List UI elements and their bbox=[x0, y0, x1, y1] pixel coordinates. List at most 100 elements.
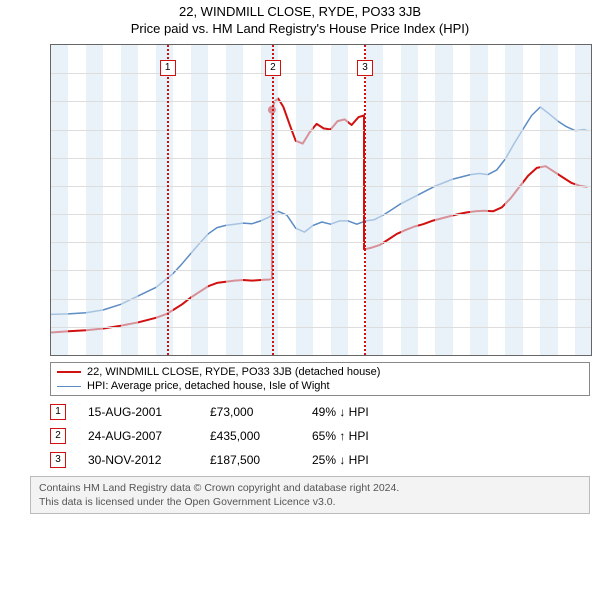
year-band bbox=[331, 45, 348, 355]
x-tick-label: 2017 bbox=[435, 355, 449, 356]
footer-line1: Contains HM Land Registry data © Crown c… bbox=[39, 481, 581, 495]
legend-swatch bbox=[57, 371, 81, 373]
legend-label: 22, WINDMILL CLOSE, RYDE, PO33 3JB (deta… bbox=[87, 366, 380, 378]
x-tick-label: 2002 bbox=[173, 355, 187, 356]
year-band bbox=[86, 45, 103, 355]
sale-marker-box: 3 bbox=[357, 60, 373, 76]
event-delta: 25% ↓ HPI bbox=[312, 453, 412, 467]
year-band bbox=[575, 45, 591, 355]
year-band bbox=[540, 45, 557, 355]
gridline bbox=[51, 270, 591, 271]
y-tick-label: £300K bbox=[50, 180, 51, 192]
gridline bbox=[51, 186, 591, 187]
x-tick-label: 2023 bbox=[540, 355, 554, 356]
year-band bbox=[261, 45, 278, 355]
chart-box: £0£50K£100K£150K£200K£250K£300K£350K£400… bbox=[50, 44, 590, 356]
year-band bbox=[51, 45, 68, 355]
legend-item: 22, WINDMILL CLOSE, RYDE, PO33 3JB (deta… bbox=[57, 365, 583, 379]
y-tick-label: £400K bbox=[50, 124, 51, 136]
footer-attribution: Contains HM Land Registry data © Crown c… bbox=[30, 476, 590, 514]
year-band bbox=[191, 45, 208, 355]
year-band bbox=[366, 45, 383, 355]
y-tick-label: £100K bbox=[50, 293, 51, 305]
year-band bbox=[226, 45, 243, 355]
gridline bbox=[51, 130, 591, 131]
y-tick-label: £450K bbox=[50, 95, 51, 107]
x-tick-label: 2003 bbox=[191, 355, 205, 356]
legend-item: HPI: Average price, detached house, Isle… bbox=[57, 379, 583, 393]
y-tick-label: £250K bbox=[50, 208, 51, 220]
x-tick-label: 2005 bbox=[226, 355, 240, 356]
year-band bbox=[121, 45, 138, 355]
chart-container: 22, WINDMILL CLOSE, RYDE, PO33 3JB Price… bbox=[0, 0, 600, 590]
chart-title: 22, WINDMILL CLOSE, RYDE, PO33 3JB bbox=[0, 0, 600, 19]
x-tick-label: 1997 bbox=[86, 355, 100, 356]
y-tick-label: £550K bbox=[50, 44, 51, 51]
x-tick-label: 2021 bbox=[505, 355, 519, 356]
sale-marker-line bbox=[364, 45, 366, 355]
year-band bbox=[470, 45, 487, 355]
gridline bbox=[51, 242, 591, 243]
footer-line2: This data is licensed under the Open Gov… bbox=[39, 495, 581, 509]
event-row: 3 30-NOV-2012 £187,500 25% ↓ HPI bbox=[30, 448, 590, 472]
events-table: 1 15-AUG-2001 £73,000 49% ↓ HPI 2 24-AUG-2007… bbox=[30, 400, 590, 472]
event-price: £187,500 bbox=[210, 453, 290, 467]
x-tick-label: 1996 bbox=[68, 355, 82, 356]
x-tick-label: 1999 bbox=[121, 355, 135, 356]
sale-marker-box: 2 bbox=[265, 60, 281, 76]
x-tick-label: 2022 bbox=[523, 355, 537, 356]
x-tick-label: 2011 bbox=[331, 355, 345, 356]
y-tick-label: £50K bbox=[50, 321, 51, 333]
x-tick-label: 2009 bbox=[296, 355, 310, 356]
sale-marker-line bbox=[167, 45, 169, 355]
x-tick-label: 1998 bbox=[103, 355, 117, 356]
x-tick-label: 2020 bbox=[488, 355, 502, 356]
y-tick-label: £150K bbox=[50, 264, 51, 276]
x-tick-label: 2012 bbox=[348, 355, 362, 356]
x-tick-label: 2006 bbox=[243, 355, 257, 356]
gridline bbox=[51, 214, 591, 215]
x-tick-label: 2013 bbox=[366, 355, 380, 356]
event-marker: 3 bbox=[50, 452, 66, 468]
event-row: 1 15-AUG-2001 £73,000 49% ↓ HPI bbox=[30, 400, 590, 424]
legend: 22, WINDMILL CLOSE, RYDE, PO33 3JB (deta… bbox=[50, 362, 590, 396]
x-tick-label: 2016 bbox=[418, 355, 432, 356]
y-tick-label: £500K bbox=[50, 67, 51, 79]
x-tick-label: 2008 bbox=[278, 355, 292, 356]
year-band bbox=[505, 45, 522, 355]
x-tick-label: 2010 bbox=[313, 355, 327, 356]
event-delta: 49% ↓ HPI bbox=[312, 405, 412, 419]
x-tick-label: 1995 bbox=[51, 355, 65, 356]
legend-label: HPI: Average price, detached house, Isle… bbox=[87, 380, 330, 392]
y-tick-label: £350K bbox=[50, 152, 51, 164]
year-band bbox=[401, 45, 418, 355]
chart-subtitle: Price paid vs. HM Land Registry's House … bbox=[0, 19, 600, 38]
event-marker: 1 bbox=[50, 404, 66, 420]
sale-marker-line bbox=[272, 45, 274, 355]
x-tick-label: 2019 bbox=[470, 355, 484, 356]
event-date: 24-AUG-2007 bbox=[88, 429, 188, 443]
x-tick-label: 2004 bbox=[208, 355, 222, 356]
gridline bbox=[51, 158, 591, 159]
x-tick-label: 2018 bbox=[453, 355, 467, 356]
x-tick-label: 2014 bbox=[383, 355, 397, 356]
x-tick-label: 2025 bbox=[575, 355, 589, 356]
event-delta: 65% ↑ HPI bbox=[312, 429, 412, 443]
x-tick-label: 2007 bbox=[261, 355, 275, 356]
event-date: 15-AUG-2001 bbox=[88, 405, 188, 419]
event-row: 2 24-AUG-2007 £435,000 65% ↑ HPI bbox=[30, 424, 590, 448]
gridline bbox=[51, 299, 591, 300]
event-marker: 2 bbox=[50, 428, 66, 444]
gridline bbox=[51, 101, 591, 102]
gridline bbox=[51, 327, 591, 328]
event-date: 30-NOV-2012 bbox=[88, 453, 188, 467]
x-tick-label: 2015 bbox=[401, 355, 415, 356]
event-price: £73,000 bbox=[210, 405, 290, 419]
gridline bbox=[51, 73, 591, 74]
sale-marker-box: 1 bbox=[160, 60, 176, 76]
x-tick-label: 2024 bbox=[558, 355, 572, 356]
y-tick-label: £200K bbox=[50, 236, 51, 248]
x-tick-label: 2001 bbox=[156, 355, 170, 356]
year-band bbox=[156, 45, 173, 355]
event-price: £435,000 bbox=[210, 429, 290, 443]
